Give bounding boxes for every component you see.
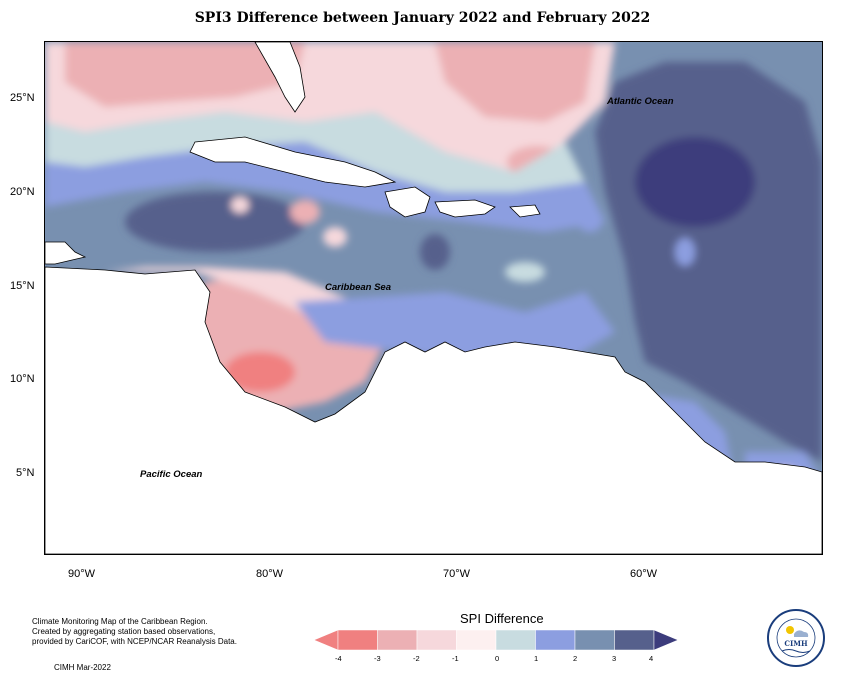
lat-tick-15n: 15°N xyxy=(10,280,35,292)
legend-bin-1 xyxy=(377,630,418,650)
lat-tick-20n: 20°N xyxy=(10,186,35,198)
legend-tick-1: 1 xyxy=(534,654,539,663)
legend-arrow-high xyxy=(653,630,679,650)
lon-tick-80w: 80°W xyxy=(256,568,284,580)
legend-title: SPI Difference xyxy=(460,611,544,626)
legend-bin-3 xyxy=(456,630,497,650)
legend-colorbar xyxy=(314,630,679,650)
legend-bin-4 xyxy=(495,630,536,650)
legend-bin-2 xyxy=(416,630,457,650)
legend-bin-6 xyxy=(574,630,615,650)
legend-bin-5 xyxy=(535,630,576,650)
label-pacific-ocean: Pacific Ocean xyxy=(140,469,203,480)
lat-tick-5n: 5°N xyxy=(16,467,35,479)
credits-date: CIMH Mar-2022 xyxy=(54,663,111,672)
map-credits: Climate Monitoring Map of the Caribbean … xyxy=(32,617,237,673)
cimh-logo-icon: CIMH xyxy=(767,609,825,667)
legend-arrow-low xyxy=(314,630,339,650)
lon-tick-60w: 60°W xyxy=(630,568,658,580)
legend-tick-minus2: -2 xyxy=(413,654,420,663)
label-atlantic-ocean: Atlantic Ocean xyxy=(606,96,674,107)
legend-tick-minus1: -1 xyxy=(452,654,459,663)
legend-tick-3: 3 xyxy=(612,654,617,663)
credits-line-1: Climate Monitoring Map of the Caribbean … xyxy=(32,617,208,626)
credits-line-2: Created by aggregating station based obs… xyxy=(32,627,216,636)
legend-tick-4: 4 xyxy=(649,654,654,663)
logo-text: CIMH xyxy=(784,639,808,648)
map-title: SPI3 Difference between January 2022 and… xyxy=(194,10,651,26)
lon-tick-70w: 70°W xyxy=(443,568,471,580)
legend-bin-0 xyxy=(337,630,378,650)
credits-line-3: provided by CariCOF, with NCEP/NCAR Rean… xyxy=(32,637,237,646)
legend-bin-7 xyxy=(614,630,655,650)
label-caribbean-sea: Caribbean Sea xyxy=(325,282,391,293)
lon-tick-90w: 90°W xyxy=(68,568,96,580)
legend-tick-0: 0 xyxy=(495,654,500,663)
legend-tick-minus3: -3 xyxy=(374,654,381,663)
lat-tick-25n: 25°N xyxy=(10,92,35,104)
legend-tick-2: 2 xyxy=(573,654,578,663)
legend-tick-minus4: -4 xyxy=(335,654,342,663)
spi-difference-map: Atlantic Ocean Caribbean Sea Pacific Oce… xyxy=(44,41,823,555)
lat-tick-10n: 10°N xyxy=(10,373,35,385)
